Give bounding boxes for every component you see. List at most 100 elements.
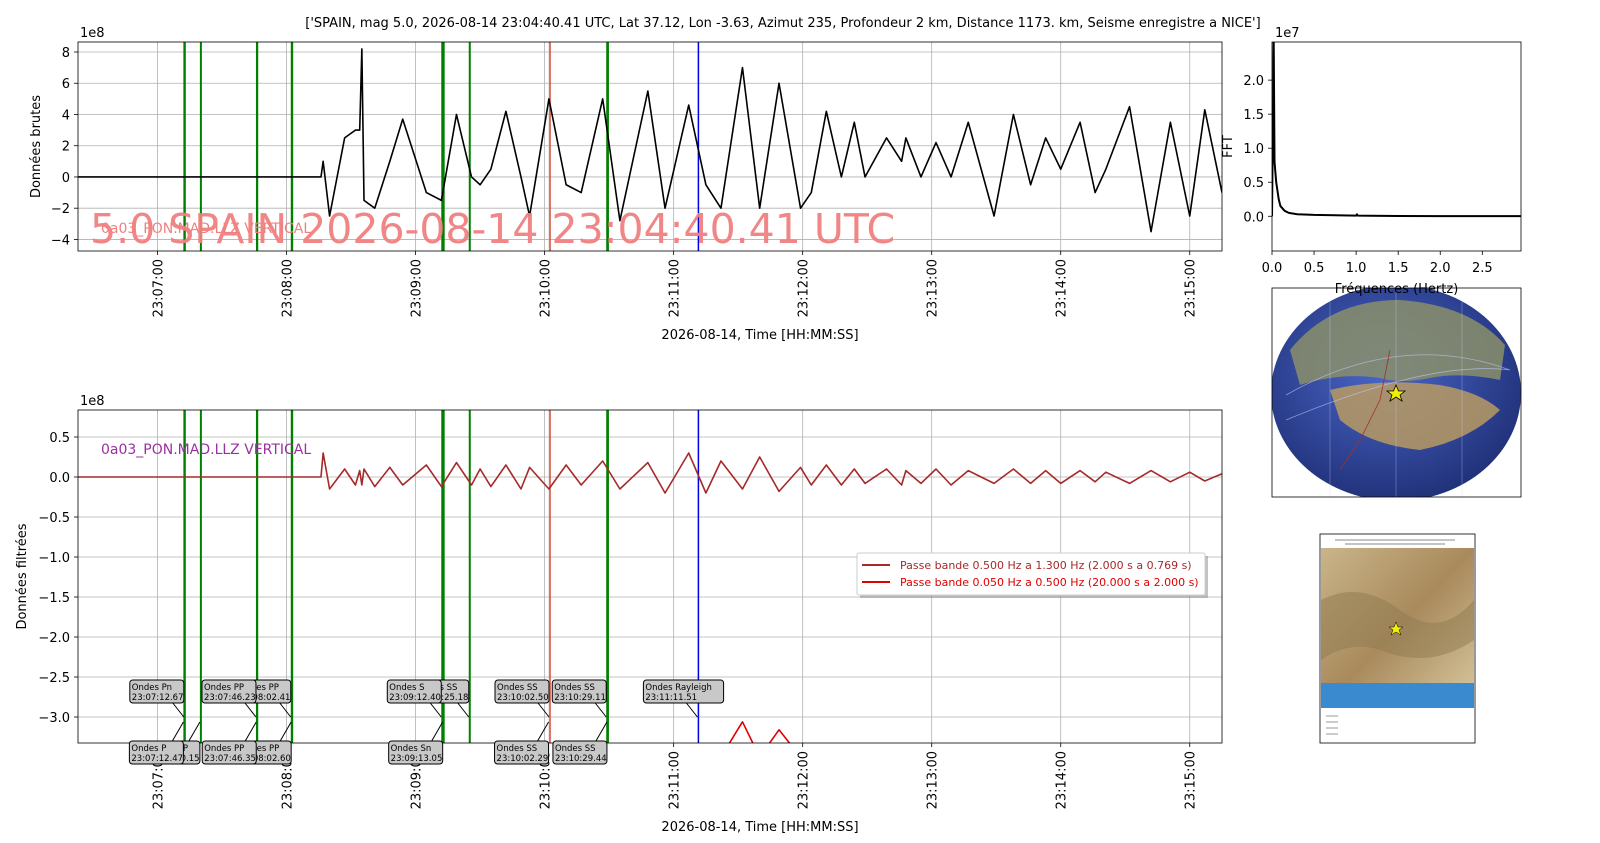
data-line [1272, 42, 1521, 218]
annotation-box [642, 679, 725, 704]
annotation-phase: Ondes SS [555, 744, 596, 754]
annotation-arrow [595, 721, 608, 742]
overlay-title: 5.0 SPAIN 2026-08-14 23:04:40.41 UTC [90, 205, 895, 253]
x-tick-label: 23:14:00 [1055, 751, 1070, 809]
y-tick-label: 0.5 [49, 431, 70, 446]
annotation-arrow [244, 702, 257, 718]
annotation-arrow [431, 721, 444, 742]
x-tick-label: 0.5 [1304, 261, 1325, 276]
y-tick-label: −1.0 [38, 551, 70, 566]
plot-area [78, 42, 1222, 251]
legend-frame [856, 552, 1206, 596]
chart-title: ['SPAIN, mag 5.0, 2026-08-14 23:04:40.41… [305, 16, 1260, 31]
annotation-phase: Ondes PP [204, 744, 244, 754]
annotation-box [388, 740, 444, 765]
y-tick-label: −2.5 [38, 671, 70, 686]
annotation-arrow [279, 702, 292, 718]
regional-map [1319, 533, 1476, 744]
annotation-arrow [429, 702, 442, 718]
x-tick-label: 2.5 [1472, 261, 1493, 276]
annotation-phase: Ondes S [389, 683, 424, 693]
annotation-arrow [172, 702, 185, 718]
y-tick-label: 6 [62, 77, 70, 92]
annotation-phase: Ondes SS [554, 683, 595, 693]
x-tick-label: 23:07:00 [152, 751, 167, 809]
y-tick-label: 0.0 [49, 471, 70, 486]
legend: Passe bande 0.500 Hz a 1.300 Hz (2.000 s… [856, 552, 1208, 598]
annotation-arrow [188, 721, 201, 742]
x-axis-label: 2026-08-14, Time [HH:MM:SS] [661, 328, 858, 343]
axis-scale-label: 1e8 [80, 394, 105, 409]
legend-label: Passe bande 0.500 Hz a 1.300 Hz (2.000 s… [900, 559, 1192, 572]
annotation-arrow [244, 721, 257, 742]
annotation-time: 23:10:29.44 [555, 754, 607, 764]
x-tick-label: 23:13:00 [926, 259, 941, 317]
y-tick-label: 0 [62, 171, 70, 186]
y-tick-label: 0.5 [1243, 176, 1264, 191]
annotation-box [386, 679, 442, 704]
x-tick-label: 1.0 [1346, 261, 1367, 276]
data-line [78, 48, 1222, 233]
annotation-box [129, 679, 185, 704]
plot-area [1272, 42, 1521, 251]
x-axis-label: Fréquences (Hertz) [1335, 282, 1459, 297]
annotation-time: 23:07:46.35 [204, 754, 256, 764]
annotation-box [551, 679, 607, 704]
x-tick-label: 23:15:00 [1184, 751, 1199, 809]
annotation-arrow [537, 702, 550, 718]
annotation-phase: Ondes SS [497, 744, 538, 754]
x-tick-label: 23:10:00 [539, 259, 554, 317]
y-tick-label: 0.0 [1243, 210, 1264, 225]
annotation-box [552, 740, 608, 765]
phase-annotation: Ondes S23:09:12.40 [386, 679, 442, 718]
y-tick-label: −4 [51, 233, 70, 248]
annotation-time: 23:09:12.40 [389, 693, 441, 703]
y-tick-label: 2.0 [1243, 74, 1264, 89]
annotation-box [494, 740, 550, 765]
globe-image [1272, 288, 1521, 497]
annotation-box [494, 679, 550, 704]
annotation-arrow [279, 721, 292, 742]
x-tick-label: 23:08:00 [281, 751, 296, 809]
y-axis-label: Données filtrées [15, 523, 30, 629]
x-tick-label: 2.0 [1430, 261, 1451, 276]
annotation-time: 23:09:13.05 [391, 754, 443, 764]
y-tick-label: 1.0 [1243, 142, 1264, 157]
x-tick-label: 23:09:00 [410, 259, 425, 317]
annotation-time: 23:07:12.67 [132, 693, 184, 703]
x-tick-label: 23:10:00 [539, 751, 554, 809]
x-tick-label: 23:08:00 [281, 259, 296, 317]
axes-frame [77, 41, 1223, 252]
y-tick-label: 8 [62, 46, 70, 61]
x-tick-label: 23:12:00 [797, 259, 812, 317]
annotation-phase: Ondes PP [204, 683, 244, 693]
axis-scale-label: 1e7 [1275, 26, 1300, 41]
phase-annotation: Ondes P23:07:12.47 [128, 721, 184, 765]
annotation-arrow [594, 702, 607, 718]
annotation-time: 23:11:11.51 [645, 693, 697, 703]
legend-label: Passe bande 0.050 Hz a 0.500 Hz (20.000 … [900, 576, 1199, 589]
annotation-arrow [686, 702, 698, 718]
annotation-phase: Ondes Pn [132, 683, 172, 693]
annotation-phase: Ondes PP [239, 683, 279, 693]
globe-frame [1271, 287, 1522, 498]
x-tick-label: 23:09:00 [410, 751, 425, 809]
annotation-box [201, 740, 257, 765]
annotation-time: 23:10:29.11 [554, 693, 606, 703]
x-tick-label: 23:12:00 [797, 751, 812, 809]
annotation-time: 23:07:12.47 [131, 754, 183, 764]
annotation-arrow [171, 721, 184, 742]
axes-frame [1271, 41, 1522, 252]
annotation-box [128, 740, 184, 765]
x-tick-label: 23:14:00 [1055, 259, 1070, 317]
annotation-phase: Ondes Rayleigh [645, 683, 712, 693]
